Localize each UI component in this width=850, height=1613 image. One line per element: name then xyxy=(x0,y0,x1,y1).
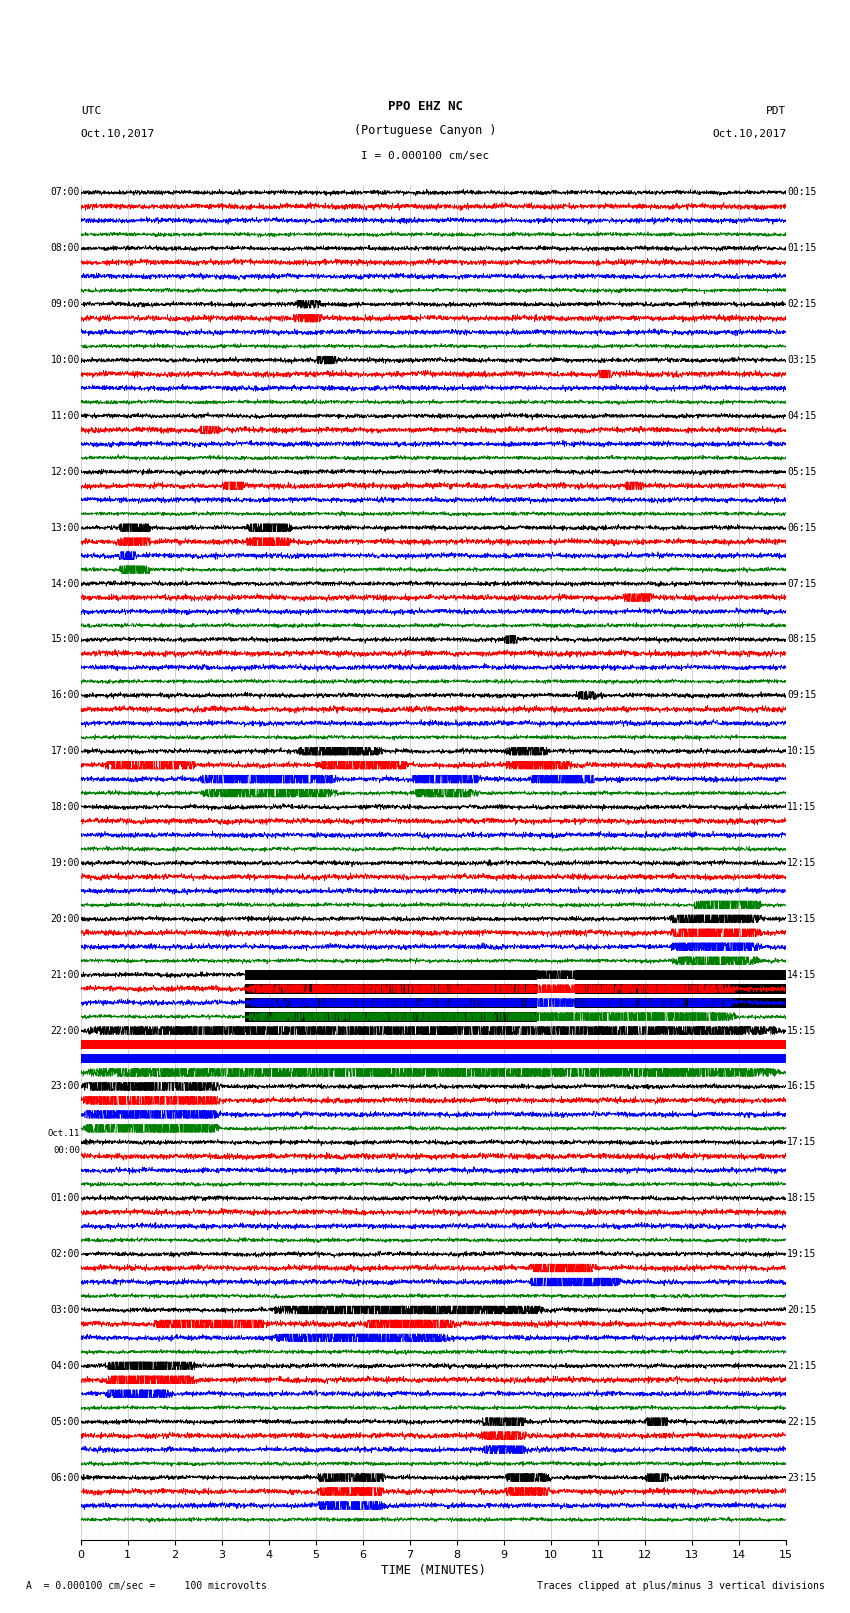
Text: (Portuguese Canyon ): (Portuguese Canyon ) xyxy=(354,124,496,137)
Text: 08:00: 08:00 xyxy=(51,244,80,253)
Text: 00:00: 00:00 xyxy=(54,1147,80,1155)
Text: 13:00: 13:00 xyxy=(51,523,80,532)
Text: 21:00: 21:00 xyxy=(51,969,80,979)
Text: 22:00: 22:00 xyxy=(51,1026,80,1036)
Text: 11:15: 11:15 xyxy=(787,802,816,811)
Text: 18:15: 18:15 xyxy=(787,1194,816,1203)
Text: Oct.10,2017: Oct.10,2017 xyxy=(712,129,786,139)
Text: 15:00: 15:00 xyxy=(51,634,80,645)
Text: 17:15: 17:15 xyxy=(787,1137,816,1147)
Text: 18:00: 18:00 xyxy=(51,802,80,811)
Text: 08:15: 08:15 xyxy=(787,634,816,645)
Text: 23:15: 23:15 xyxy=(787,1473,816,1482)
Bar xyxy=(246,984,537,994)
Text: Oct.11: Oct.11 xyxy=(48,1129,80,1139)
Text: PDT: PDT xyxy=(766,106,786,116)
Text: 11:00: 11:00 xyxy=(51,411,80,421)
Bar xyxy=(81,1040,786,1048)
Text: 22:15: 22:15 xyxy=(787,1416,816,1426)
Text: 03:15: 03:15 xyxy=(787,355,816,365)
Bar xyxy=(575,984,786,994)
Text: 16:00: 16:00 xyxy=(51,690,80,700)
Bar xyxy=(246,997,537,1008)
Text: 02:15: 02:15 xyxy=(787,300,816,310)
Text: 14:15: 14:15 xyxy=(787,969,816,979)
Text: 23:00: 23:00 xyxy=(51,1081,80,1092)
Bar xyxy=(575,997,786,1008)
Text: 13:15: 13:15 xyxy=(787,915,816,924)
Text: 21:15: 21:15 xyxy=(787,1361,816,1371)
X-axis label: TIME (MINUTES): TIME (MINUTES) xyxy=(381,1565,486,1578)
Text: 20:00: 20:00 xyxy=(51,915,80,924)
Text: 16:15: 16:15 xyxy=(787,1081,816,1092)
Bar xyxy=(81,1053,786,1063)
Bar xyxy=(246,969,537,979)
Text: 05:00: 05:00 xyxy=(51,1416,80,1426)
Text: 10:00: 10:00 xyxy=(51,355,80,365)
Text: 01:00: 01:00 xyxy=(51,1194,80,1203)
Text: Traces clipped at plus/minus 3 vertical divisions: Traces clipped at plus/minus 3 vertical … xyxy=(536,1581,824,1590)
Text: 06:00: 06:00 xyxy=(51,1473,80,1482)
Text: PPO EHZ NC: PPO EHZ NC xyxy=(388,100,462,113)
Text: 04:15: 04:15 xyxy=(787,411,816,421)
Text: 07:15: 07:15 xyxy=(787,579,816,589)
Text: 09:00: 09:00 xyxy=(51,300,80,310)
Text: UTC: UTC xyxy=(81,106,101,116)
Text: 19:00: 19:00 xyxy=(51,858,80,868)
Text: 15:15: 15:15 xyxy=(787,1026,816,1036)
Text: 12:15: 12:15 xyxy=(787,858,816,868)
Text: A  = 0.000100 cm/sec =     100 microvolts: A = 0.000100 cm/sec = 100 microvolts xyxy=(26,1581,266,1590)
Text: I = 0.000100 cm/sec: I = 0.000100 cm/sec xyxy=(361,152,489,161)
Text: 02:00: 02:00 xyxy=(51,1248,80,1260)
Text: 14:00: 14:00 xyxy=(51,579,80,589)
Text: 12:00: 12:00 xyxy=(51,466,80,477)
Text: 04:00: 04:00 xyxy=(51,1361,80,1371)
Text: 20:15: 20:15 xyxy=(787,1305,816,1315)
Text: 01:15: 01:15 xyxy=(787,244,816,253)
Text: 17:00: 17:00 xyxy=(51,747,80,756)
Text: Oct.10,2017: Oct.10,2017 xyxy=(81,129,155,139)
Text: 00:15: 00:15 xyxy=(787,187,816,197)
Text: 09:15: 09:15 xyxy=(787,690,816,700)
Bar xyxy=(246,1011,537,1021)
Text: 05:15: 05:15 xyxy=(787,466,816,477)
Text: 10:15: 10:15 xyxy=(787,747,816,756)
Bar xyxy=(575,969,786,979)
Text: 06:15: 06:15 xyxy=(787,523,816,532)
Text: 07:00: 07:00 xyxy=(51,187,80,197)
Text: 19:15: 19:15 xyxy=(787,1248,816,1260)
Text: 03:00: 03:00 xyxy=(51,1305,80,1315)
